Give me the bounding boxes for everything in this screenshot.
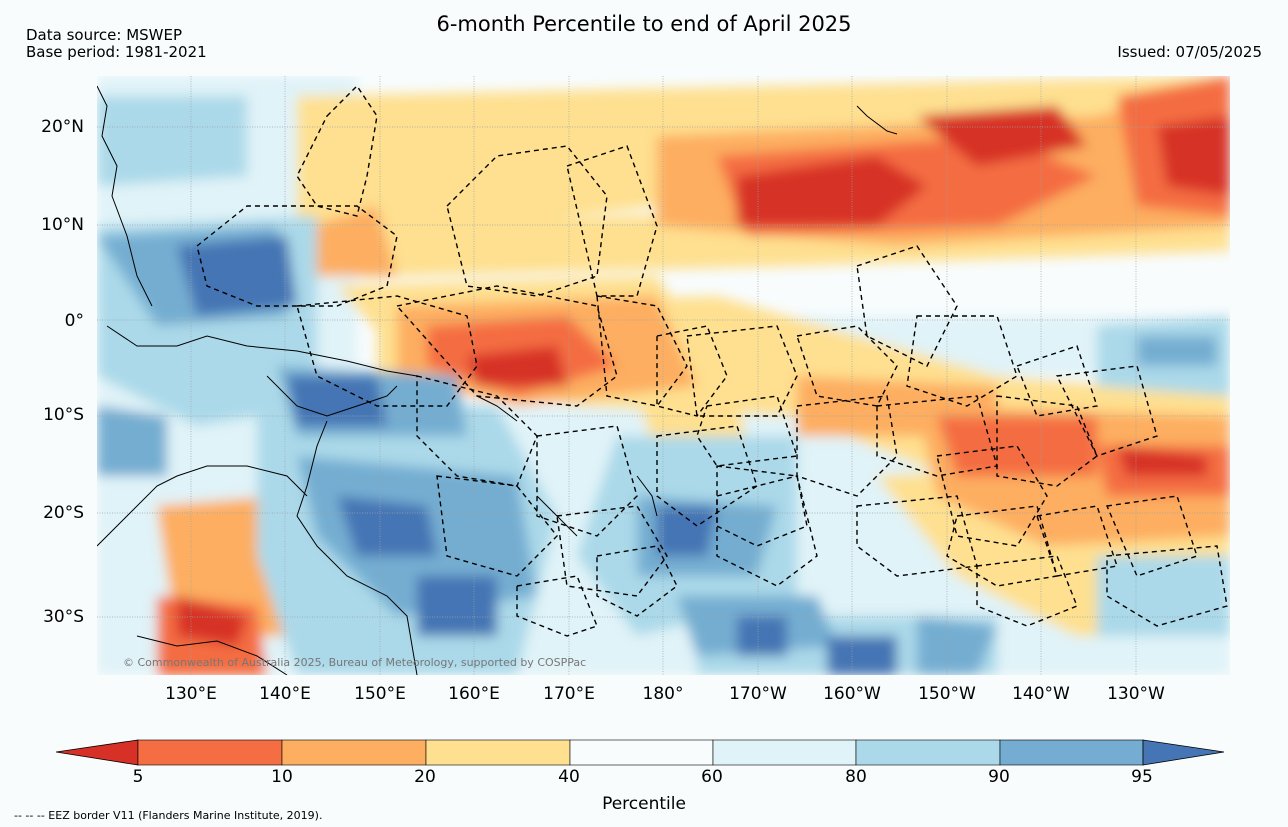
colorbar-segment-40-60 <box>569 739 714 766</box>
data-source-text: Data source: MSWEP <box>26 26 183 44</box>
colorbar-tick-20: 20 <box>414 767 436 787</box>
lat-label-10s: 10°S <box>43 405 84 425</box>
percentile-field <box>97 76 1230 675</box>
coastlines <box>97 85 898 675</box>
colorbar-segment-above-95 <box>1142 739 1225 766</box>
colorbar-segment-80-90 <box>855 739 1001 766</box>
percentile-map: © Commonwealth of Australia 2025, Bureau… <box>97 76 1230 675</box>
lon-label-140e: 140°E <box>259 684 311 704</box>
lat-label-equator: 0° <box>64 311 84 331</box>
colorbar-tick-80: 80 <box>845 767 867 787</box>
eez-borders <box>196 84 1228 637</box>
colorbar <box>55 738 1228 772</box>
issued-date-text: Issued: 07/05/2025 <box>1117 43 1262 61</box>
lon-label-130e: 130°E <box>165 684 217 704</box>
colorbar-segment-below-5 <box>55 739 139 766</box>
colorbar-segment-20-40 <box>425 739 571 766</box>
colorbar-segment-10-20 <box>281 739 427 766</box>
lon-label-180: 180° <box>642 684 684 704</box>
copyright-text: © Commonwealth of Australia 2025, Bureau… <box>123 656 587 669</box>
colorbar-segment-5-10 <box>137 739 283 766</box>
lon-label-130w: 130°W <box>1107 684 1165 704</box>
lon-label-150e: 150°E <box>354 684 406 704</box>
colorbar-tick-10: 10 <box>271 767 293 787</box>
eez-legend-note: -- -- -- EEZ border V11 (Flanders Marine… <box>14 809 323 822</box>
colorbar-tick-5: 5 <box>132 767 144 787</box>
colorbar-segment-90-95 <box>999 739 1144 766</box>
colorbar-tick-40: 40 <box>558 767 580 787</box>
lon-label-140w: 140°W <box>1012 684 1070 704</box>
colorbar-label: Percentile <box>602 794 686 814</box>
map-title: 6-month Percentile to end of April 2025 <box>436 12 852 36</box>
colorbar-tick-95: 95 <box>1131 767 1153 787</box>
colorbar-tick-90: 90 <box>988 767 1010 787</box>
lon-label-160e: 160°E <box>448 684 500 704</box>
base-period-text: Base period: 1981-2021 <box>26 43 207 61</box>
lat-label-30s: 30°S <box>43 607 84 627</box>
lon-label-170e: 170°E <box>543 684 595 704</box>
lon-label-170w: 170°W <box>729 684 787 704</box>
map-canvas <box>97 76 1230 675</box>
lat-label-20s: 20°S <box>43 503 84 523</box>
lon-label-150w: 150°W <box>918 684 976 704</box>
lon-label-160w: 160°W <box>823 684 881 704</box>
colorbar-tick-60: 60 <box>701 767 723 787</box>
lat-label-10n: 10°N <box>41 215 84 235</box>
colorbar-segment-60-80 <box>712 739 857 766</box>
lat-label-20n: 20°N <box>41 117 84 137</box>
